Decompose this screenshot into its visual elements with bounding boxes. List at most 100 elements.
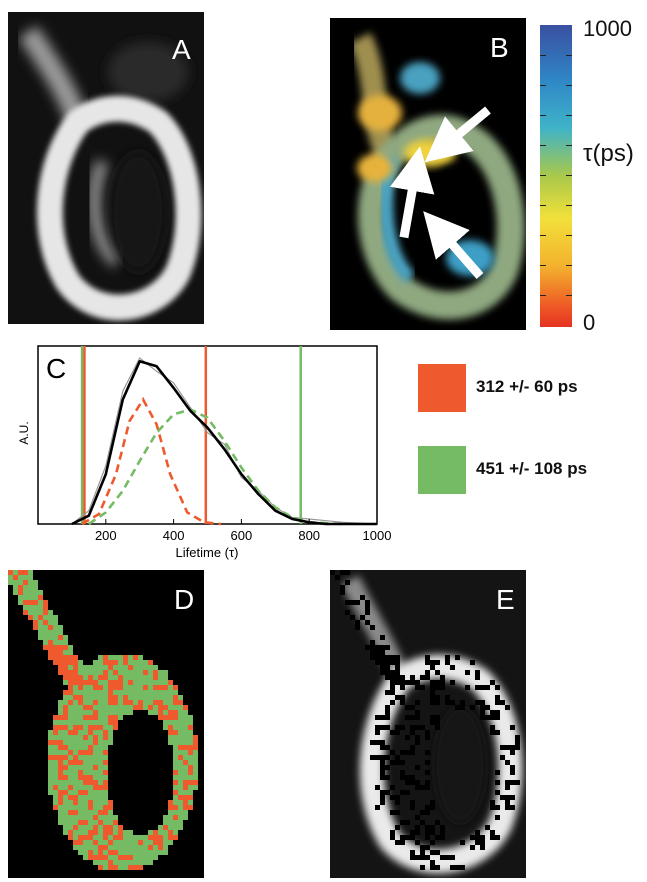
masked-pixel xyxy=(485,715,490,720)
segmentation-pixel xyxy=(53,795,58,800)
segmentation-pixel xyxy=(73,820,78,825)
segmentation-pixel xyxy=(143,670,148,675)
segmentation-pixel xyxy=(33,625,38,630)
segmentation-pixel xyxy=(48,780,53,785)
segmentation-pixel xyxy=(148,675,153,680)
masked-pixel xyxy=(430,830,435,835)
segmentation-pixel xyxy=(193,760,198,765)
segmentation-pixel xyxy=(143,860,148,865)
segmentation-pixel xyxy=(58,720,63,725)
masked-pixel xyxy=(420,810,425,815)
segmentation-pixel xyxy=(173,820,178,825)
masked-pixel xyxy=(490,680,495,685)
masked-pixel xyxy=(360,595,365,600)
segmentation-pixel xyxy=(23,570,28,575)
segmentation-pixel xyxy=(83,815,88,820)
segmentation-pixel xyxy=(58,650,63,655)
panel-a-image: A xyxy=(8,12,204,324)
segmentation-pixel xyxy=(103,725,108,730)
masked-pixel xyxy=(385,745,390,750)
segmentation-pixel xyxy=(78,735,83,740)
masked-pixel xyxy=(450,665,455,670)
segmentation-pixel xyxy=(178,805,183,810)
segmentation-pixel xyxy=(108,665,113,670)
masked-pixel xyxy=(425,670,430,675)
segmentation-pixel xyxy=(73,795,78,800)
masked-pixel xyxy=(500,745,505,750)
masked-pixel xyxy=(495,715,500,720)
segmentation-pixel xyxy=(168,720,173,725)
segmentation-pixel xyxy=(123,670,128,675)
segmentation-pixel xyxy=(48,650,53,655)
segmentation-pixel xyxy=(168,840,173,845)
masked-pixel xyxy=(395,725,400,730)
masked-pixel xyxy=(385,655,390,660)
segmentation-pixel xyxy=(88,760,93,765)
segmentation-pixel xyxy=(188,795,193,800)
masked-pixel xyxy=(510,780,515,785)
segmentation-pixel xyxy=(143,695,148,700)
segmentation-pixel xyxy=(108,710,113,715)
segmentation-pixel xyxy=(58,740,63,745)
segmentation-pixel xyxy=(83,690,88,695)
segmentation-pixel xyxy=(103,790,108,795)
segmentation-pixel xyxy=(143,855,148,860)
segmentation-pixel xyxy=(178,705,183,710)
segmentation-pixel xyxy=(143,675,148,680)
segmentation-pixel xyxy=(133,660,138,665)
masked-pixel xyxy=(390,655,395,660)
segmentation-pixel xyxy=(173,710,178,715)
segmentation-pixel xyxy=(103,785,108,790)
segmentation-pixel xyxy=(123,830,128,835)
segmentation-pixel xyxy=(138,660,143,665)
segmentation-pixel xyxy=(128,690,133,695)
segmentation-pixel xyxy=(153,675,158,680)
segmentation-pixel xyxy=(173,720,178,725)
segmentation-pixel xyxy=(168,800,173,805)
segmentation-pixel xyxy=(163,825,168,830)
segmentation-pixel xyxy=(23,580,28,585)
masked-pixel xyxy=(380,775,385,780)
segmentation-pixel xyxy=(163,840,168,845)
segmentation-pixel xyxy=(188,755,193,760)
segmentation-pixel xyxy=(128,680,133,685)
segmentation-pixel xyxy=(188,765,193,770)
segmentation-pixel xyxy=(68,700,73,705)
segmentation-pixel xyxy=(78,845,83,850)
segmentation-pixel xyxy=(138,655,143,660)
segmentation-pixel xyxy=(158,840,163,845)
segmentation-pixel xyxy=(78,850,83,855)
masked-pixel xyxy=(390,700,395,705)
segmentation-pixel xyxy=(53,725,58,730)
masked-pixel xyxy=(435,660,440,665)
segmentation-pixel xyxy=(28,590,33,595)
segmentation-pixel xyxy=(73,830,78,835)
segmentation-pixel xyxy=(78,805,83,810)
segmentation-pixel xyxy=(58,790,63,795)
segmentation-pixel xyxy=(63,635,68,640)
segmentation-pixel xyxy=(103,855,108,860)
masked-pixel xyxy=(370,650,375,655)
masked-pixel xyxy=(435,670,440,675)
segmentation-pixel xyxy=(33,590,38,595)
segmentation-pixel xyxy=(118,715,123,720)
segmentation-pixel xyxy=(98,850,103,855)
masked-pixel xyxy=(400,695,405,700)
masked-pixel xyxy=(395,670,400,675)
segmentation-pixel xyxy=(93,845,98,850)
segmentation-pixel xyxy=(113,695,118,700)
segmentation-pixel xyxy=(173,690,178,695)
segmentation-pixel xyxy=(58,640,63,645)
segmentation-pixel xyxy=(73,835,78,840)
masked-pixel xyxy=(400,770,405,775)
segmentation-pixel xyxy=(78,815,83,820)
segmentation-pixel xyxy=(108,695,113,700)
masked-pixel xyxy=(475,835,480,840)
segmentation-pixel xyxy=(163,680,168,685)
segmentation-pixel xyxy=(78,675,83,680)
segmentation-pixel xyxy=(98,675,103,680)
segmentation-pixel xyxy=(73,725,78,730)
segmentation-pixel xyxy=(68,835,73,840)
segmentation-pixel xyxy=(108,865,113,870)
segmentation-pixel xyxy=(148,660,153,665)
